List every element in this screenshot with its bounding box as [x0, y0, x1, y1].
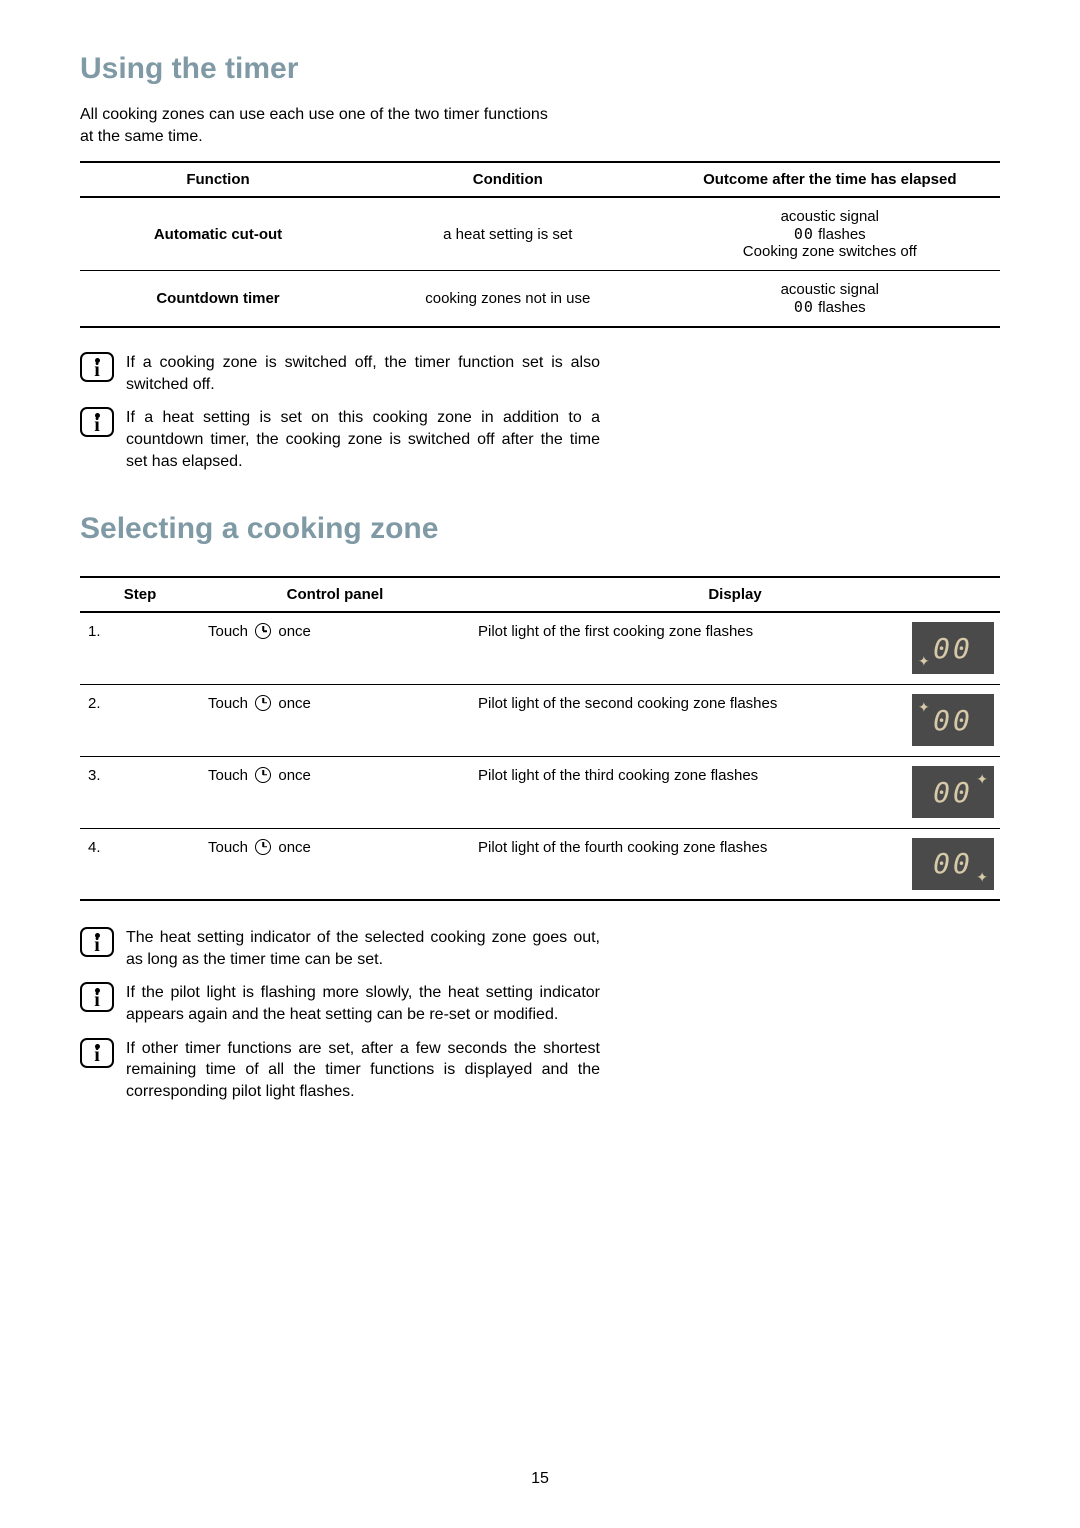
cell-outcome: acoustic signal 00 flashes Cooking zone …	[660, 197, 1000, 271]
th-step: Step	[80, 577, 200, 612]
th-display: Display	[470, 577, 1000, 612]
pilot-dot: ✦	[976, 772, 988, 786]
info-note-3: i The heat setting indicator of the sele…	[80, 927, 600, 970]
info-note-4: i If the pilot light is flashing more sl…	[80, 982, 600, 1025]
section-title-timer: Using the timer	[80, 52, 1000, 86]
cell-control: Touch once	[200, 828, 470, 900]
th-control: Control panel	[200, 577, 470, 612]
info-icon: i	[80, 407, 114, 437]
clock-icon	[255, 623, 271, 639]
info-text: If the pilot light is flashing more slow…	[126, 982, 600, 1025]
cell-func: Automatic cut-out	[80, 197, 356, 271]
cell-step: 2.	[80, 684, 200, 756]
cell-display-img: 00✦	[906, 828, 1000, 900]
info-icon: i	[80, 352, 114, 382]
info-text: The heat setting indicator of the select…	[126, 927, 600, 970]
pilot-dot: ✦	[918, 654, 930, 668]
table-row: 1.Touch oncePilot light of the first coo…	[80, 612, 1000, 684]
info-icon: i	[80, 1038, 114, 1068]
cell-display-text: Pilot light of the third cooking zone fl…	[470, 756, 906, 828]
clock-icon	[255, 695, 271, 711]
cell-display-text: Pilot light of the fourth cooking zone f…	[470, 828, 906, 900]
info-note-5: i If other timer functions are set, afte…	[80, 1038, 600, 1103]
clock-icon	[255, 767, 271, 783]
pilot-dot: ✦	[918, 700, 930, 714]
info-note-2: i If a heat setting is set on this cooki…	[80, 407, 600, 472]
pilot-dot: ✦	[976, 870, 988, 884]
function-table: Function Condition Outcome after the tim…	[80, 161, 1000, 328]
cell-cond: a heat setting is set	[356, 197, 660, 271]
mini-display: 00✦	[912, 838, 994, 890]
intro-text: All cooking zones can use each use one o…	[80, 104, 550, 147]
mini-display: 00✦	[912, 694, 994, 746]
cell-control: Touch once	[200, 756, 470, 828]
cell-display-img: 00✦	[906, 684, 1000, 756]
cell-display-text: Pilot light of the first cooking zone fl…	[470, 612, 906, 684]
table-row: Countdown timer cooking zones not in use…	[80, 271, 1000, 328]
section-title-selecting: Selecting a cooking zone	[80, 512, 1000, 546]
seg7: 00	[933, 704, 973, 737]
cell-cond: cooking zones not in use	[356, 271, 660, 328]
info-text: If a cooking zone is switched off, the t…	[126, 352, 600, 395]
cell-display-img: 00✦	[906, 612, 1000, 684]
info-icon: i	[80, 927, 114, 957]
th-function: Function	[80, 162, 356, 197]
table-row: 2.Touch oncePilot light of the second co…	[80, 684, 1000, 756]
cell-control: Touch once	[200, 612, 470, 684]
cell-outcome: acoustic signal 00 flashes	[660, 271, 1000, 328]
seg7: 00	[933, 847, 973, 880]
th-condition: Condition	[356, 162, 660, 197]
cell-control: Touch once	[200, 684, 470, 756]
steps-table: Step Control panel Display 1.Touch onceP…	[80, 576, 1000, 901]
cell-step: 4.	[80, 828, 200, 900]
table-row: Automatic cut-out a heat setting is set …	[80, 197, 1000, 271]
clock-icon	[255, 839, 271, 855]
info-text: If other timer functions are set, after …	[126, 1038, 600, 1103]
table-row: 4.Touch oncePilot light of the fourth co…	[80, 828, 1000, 900]
info-icon: i	[80, 982, 114, 1012]
table-row: 3.Touch oncePilot light of the third coo…	[80, 756, 1000, 828]
mini-display: 00✦	[912, 766, 994, 818]
mini-display: 00✦	[912, 622, 994, 674]
cell-display-img: 00✦	[906, 756, 1000, 828]
cell-step: 1.	[80, 612, 200, 684]
th-outcome: Outcome after the time has elapsed	[660, 162, 1000, 197]
info-note-1: i If a cooking zone is switched off, the…	[80, 352, 600, 395]
cell-func: Countdown timer	[80, 271, 356, 328]
info-text: If a heat setting is set on this cooking…	[126, 407, 600, 472]
cell-display-text: Pilot light of the second cooking zone f…	[470, 684, 906, 756]
seg7: 00	[933, 632, 973, 665]
seg7: 00	[933, 776, 973, 809]
page-number: 15	[531, 1470, 549, 1488]
cell-step: 3.	[80, 756, 200, 828]
